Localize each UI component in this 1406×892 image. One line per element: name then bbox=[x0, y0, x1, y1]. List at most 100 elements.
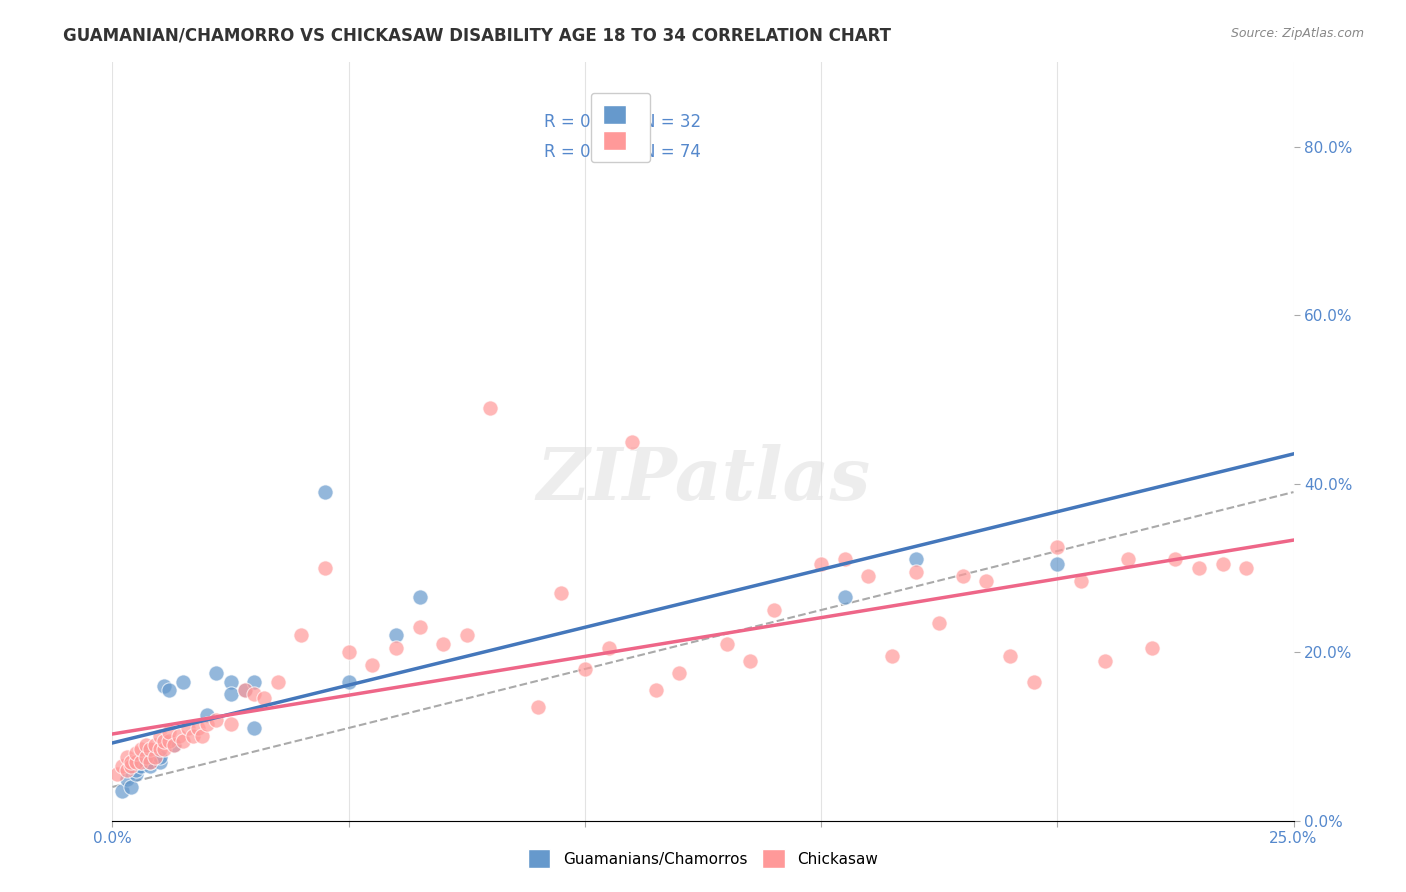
Point bbox=[1140, 640, 1163, 655]
Point bbox=[143, 738, 166, 752]
Point bbox=[1116, 552, 1139, 566]
Text: ZIPatlas: ZIPatlas bbox=[536, 444, 870, 515]
Point bbox=[153, 742, 176, 756]
Point bbox=[149, 755, 172, 769]
Point bbox=[233, 683, 256, 698]
Point bbox=[762, 603, 785, 617]
Point bbox=[205, 713, 228, 727]
Point bbox=[1234, 561, 1257, 575]
Point bbox=[314, 561, 336, 575]
Point bbox=[153, 679, 176, 693]
Point bbox=[195, 708, 218, 723]
Point bbox=[115, 750, 138, 764]
Point bbox=[290, 628, 312, 642]
Point bbox=[408, 591, 430, 605]
Point bbox=[928, 615, 950, 630]
Point bbox=[1022, 674, 1045, 689]
Point bbox=[139, 755, 162, 769]
Point bbox=[186, 721, 208, 735]
Point bbox=[1212, 557, 1234, 571]
Point bbox=[125, 746, 148, 760]
Point bbox=[526, 699, 548, 714]
Point bbox=[177, 721, 200, 735]
Point bbox=[1070, 574, 1092, 588]
Text: R = 0.459   N = 32: R = 0.459 N = 32 bbox=[544, 113, 700, 131]
Point bbox=[157, 725, 180, 739]
Point bbox=[904, 552, 927, 566]
Point bbox=[550, 586, 572, 600]
Point bbox=[149, 730, 172, 744]
Point bbox=[135, 750, 157, 764]
Text: GUAMANIAN/CHAMORRO VS CHICKASAW DISABILITY AGE 18 TO 34 CORRELATION CHART: GUAMANIAN/CHAMORRO VS CHICKASAW DISABILI… bbox=[63, 27, 891, 45]
Point bbox=[810, 557, 832, 571]
Point bbox=[1046, 557, 1069, 571]
Point bbox=[243, 721, 266, 735]
Point bbox=[163, 738, 186, 752]
Point bbox=[998, 649, 1021, 664]
Point bbox=[880, 649, 903, 664]
Point bbox=[125, 755, 148, 769]
Point bbox=[904, 565, 927, 579]
Point bbox=[456, 628, 478, 642]
Point bbox=[153, 733, 176, 747]
Point bbox=[834, 591, 856, 605]
Point bbox=[195, 716, 218, 731]
Point bbox=[129, 759, 152, 773]
Point bbox=[157, 683, 180, 698]
Point bbox=[139, 755, 162, 769]
Text: R = 0.457   N = 74: R = 0.457 N = 74 bbox=[544, 144, 700, 161]
Point bbox=[668, 666, 690, 681]
Point bbox=[621, 434, 644, 449]
Point bbox=[858, 569, 880, 583]
Point bbox=[952, 569, 974, 583]
Point bbox=[139, 759, 162, 773]
Point bbox=[157, 733, 180, 747]
Point bbox=[385, 628, 408, 642]
Point bbox=[129, 755, 152, 769]
Point bbox=[574, 662, 596, 676]
Point bbox=[361, 657, 384, 672]
Point bbox=[1164, 552, 1187, 566]
Point bbox=[135, 755, 157, 769]
Point bbox=[135, 738, 157, 752]
Point bbox=[167, 730, 190, 744]
Point bbox=[143, 750, 166, 764]
Point bbox=[191, 730, 214, 744]
Point bbox=[120, 780, 142, 794]
Point bbox=[337, 674, 360, 689]
Point bbox=[125, 763, 148, 777]
Point bbox=[337, 645, 360, 659]
Point bbox=[143, 750, 166, 764]
Point bbox=[172, 733, 194, 747]
Point bbox=[163, 738, 186, 752]
Point bbox=[243, 687, 266, 701]
Point bbox=[233, 683, 256, 698]
Point bbox=[125, 767, 148, 781]
Point bbox=[205, 666, 228, 681]
Point bbox=[716, 637, 738, 651]
Point bbox=[740, 654, 762, 668]
Point bbox=[219, 716, 242, 731]
Point bbox=[432, 637, 454, 651]
Point bbox=[267, 674, 290, 689]
Point bbox=[598, 640, 620, 655]
Point bbox=[115, 772, 138, 786]
Legend: Guamanians/Chamorros, Chickasaw: Guamanians/Chamorros, Chickasaw bbox=[520, 841, 886, 875]
Point bbox=[129, 755, 152, 769]
Point bbox=[135, 746, 157, 760]
Point bbox=[172, 674, 194, 689]
Point bbox=[243, 674, 266, 689]
Point bbox=[253, 691, 276, 706]
Point bbox=[111, 784, 134, 798]
Point bbox=[644, 683, 666, 698]
Point bbox=[408, 620, 430, 634]
Point bbox=[976, 574, 998, 588]
Point bbox=[181, 730, 204, 744]
Point bbox=[105, 767, 128, 781]
Point bbox=[1094, 654, 1116, 668]
Point bbox=[1046, 540, 1069, 554]
Point bbox=[834, 552, 856, 566]
Legend: , : , bbox=[591, 93, 650, 162]
Point bbox=[219, 674, 242, 689]
Point bbox=[219, 687, 242, 701]
